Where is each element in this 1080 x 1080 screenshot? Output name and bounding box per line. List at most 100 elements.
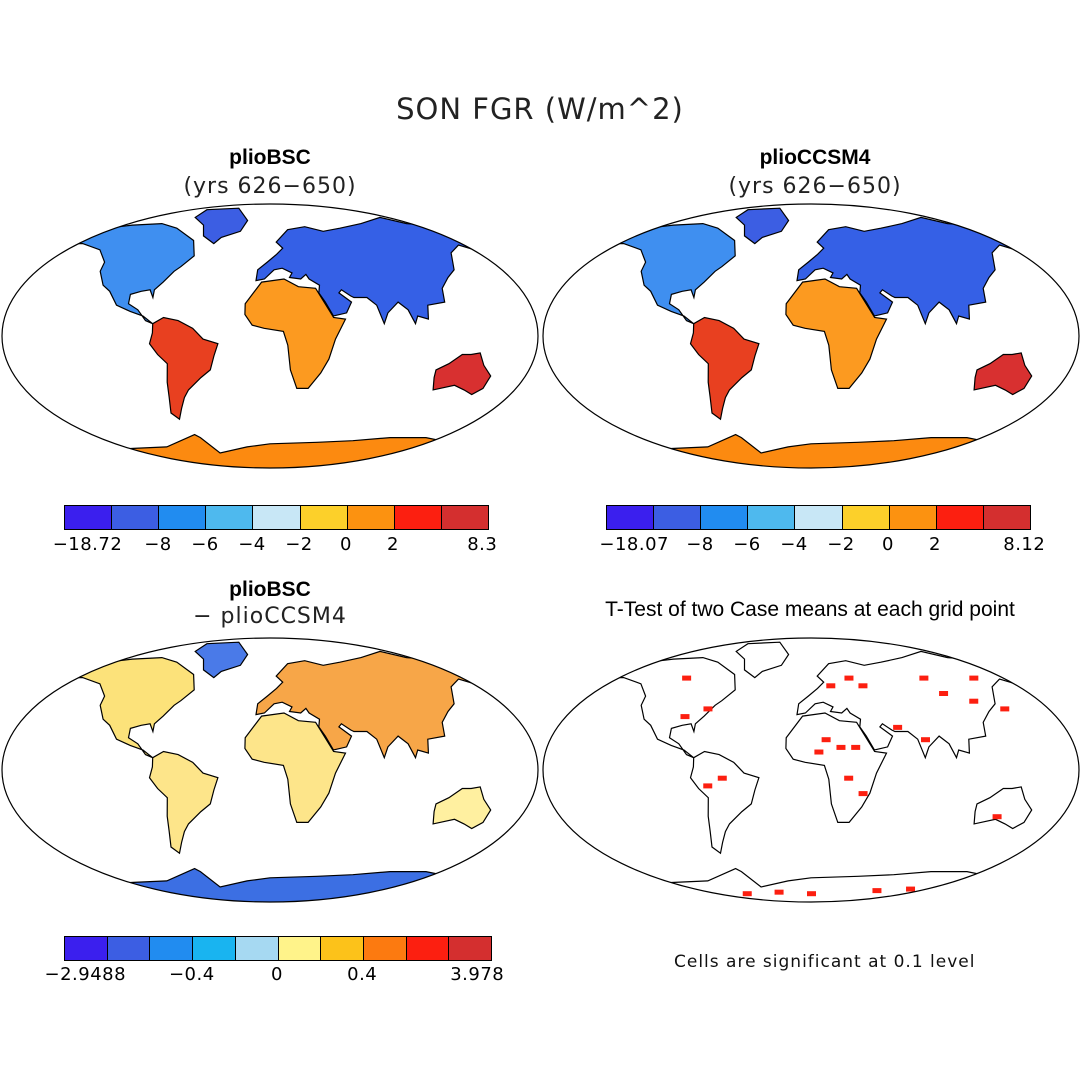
significant-cell xyxy=(969,698,979,704)
continent-samerica xyxy=(148,750,219,855)
colorbar-swatch xyxy=(65,937,108,960)
colorbar-tick-label: 0 xyxy=(340,534,352,555)
significant-cell xyxy=(807,891,816,897)
significant-cell xyxy=(992,814,1002,820)
continent-australia xyxy=(432,352,492,396)
map-frame xyxy=(1,637,539,903)
continent-australia xyxy=(973,352,1033,396)
colorbar-swatch xyxy=(300,506,348,529)
continent-greenland xyxy=(194,641,249,679)
colorbar-swatch xyxy=(107,937,151,960)
colorbar-swatch xyxy=(441,506,488,529)
colorbar-swatch xyxy=(449,937,492,960)
map-frame xyxy=(542,203,1080,469)
colorbar-tick-label: −18.72 xyxy=(52,534,123,555)
colorbar-swatch xyxy=(795,506,843,529)
colorbar-pliobsc xyxy=(64,505,489,530)
significant-cell xyxy=(836,744,846,750)
colorbar-swatch xyxy=(889,506,937,529)
continent-africa xyxy=(785,278,888,389)
continent-samerica xyxy=(689,750,760,855)
significant-cell xyxy=(676,888,686,894)
colorbar-swatch xyxy=(65,506,113,529)
map-2 xyxy=(542,203,1080,469)
map-1 xyxy=(1,203,539,469)
colorbar-tick-label: 2 xyxy=(929,534,941,555)
continent-africa xyxy=(244,712,347,823)
colorbar-tick-label: −6 xyxy=(733,534,761,555)
panel2-title: plioCCSM4 xyxy=(759,146,871,169)
colorbar-tick-label: −2 xyxy=(285,534,313,555)
colorbar-swatch xyxy=(701,506,749,529)
colorbar-swatch xyxy=(278,937,322,960)
significant-cell xyxy=(703,783,713,789)
colorbar-swatch xyxy=(983,506,1030,529)
colorbar-tick-label: −8 xyxy=(686,534,714,555)
significant-cell xyxy=(742,891,752,897)
colorbar-swatch xyxy=(112,506,160,529)
colorbar-tick-label: 0.4 xyxy=(347,964,378,985)
panel3-title: plioBSC xyxy=(229,578,311,601)
significant-cell xyxy=(939,691,949,696)
continent-namerica xyxy=(62,656,195,759)
colorbar-swatch xyxy=(206,506,254,529)
figure-title: SON FGR (W/m^2) xyxy=(396,92,684,126)
significant-cell xyxy=(844,775,854,781)
colorbar-tick-label: 0 xyxy=(882,534,894,555)
colorbar-swatch xyxy=(394,506,442,529)
significant-cell xyxy=(893,724,903,730)
colorbar-tick-label: −0.4 xyxy=(168,964,215,985)
panel1-title: plioBSC xyxy=(229,146,311,169)
significant-cell xyxy=(703,706,713,712)
colorbar-tick-label: −4 xyxy=(238,534,266,555)
colorbar-pliocc xyxy=(606,505,1031,530)
continent-samerica xyxy=(148,316,219,421)
continent-eurasia xyxy=(255,650,485,760)
significance-note: Cells are significant at 0.1 level xyxy=(674,952,976,972)
map-3 xyxy=(1,637,539,903)
significant-cell xyxy=(774,889,784,895)
significant-cell xyxy=(844,675,854,681)
colorbar-swatch xyxy=(842,506,890,529)
significant-cell xyxy=(821,737,831,743)
colorbar-swatch xyxy=(936,506,984,529)
colorbar-swatch xyxy=(193,937,236,960)
significant-cell xyxy=(613,667,623,673)
significant-cell xyxy=(906,886,916,892)
significant-cell xyxy=(1000,706,1010,712)
continent-namerica xyxy=(603,656,736,759)
continent-eurasia xyxy=(255,216,485,326)
significant-cell xyxy=(872,888,882,894)
colorbar-swatch xyxy=(159,506,207,529)
colorbar-tick-label: 3.978 xyxy=(450,964,505,985)
colorbar-tick-label: −4 xyxy=(780,534,808,555)
continent-greenland xyxy=(735,207,790,245)
colorbar-swatch xyxy=(363,937,407,960)
colorbar-tick-label: −2 xyxy=(827,534,855,555)
significant-cell xyxy=(826,683,836,689)
significant-cell xyxy=(851,744,861,750)
continent-samerica xyxy=(689,316,760,421)
colorbar-tick-label: 2 xyxy=(387,534,399,555)
colorbar-swatch xyxy=(654,506,702,529)
colorbar-swatch xyxy=(406,937,450,960)
colorbar-tick-label: −18.07 xyxy=(599,534,669,555)
significant-cell xyxy=(858,791,868,797)
panel4-title: T-Test of two Case means at each grid po… xyxy=(605,598,1015,621)
colorbar-swatch xyxy=(253,506,301,529)
continent-africa xyxy=(244,278,347,389)
significant-cell xyxy=(680,714,690,720)
panel2-subtitle: (yrs 626−650) xyxy=(728,174,902,199)
continent-eurasia xyxy=(796,216,1026,326)
colorbar-swatch xyxy=(607,506,655,529)
colorbar-swatch xyxy=(150,937,194,960)
colorbar-swatch xyxy=(347,506,395,529)
colorbar-pliobsc-labels: −18.72 −8 −6 −4 −2 0 2 8.3 xyxy=(53,534,497,558)
significant-cell xyxy=(814,749,824,755)
colorbar-swatch xyxy=(235,937,279,960)
continent-namerica xyxy=(603,222,736,325)
significant-cell xyxy=(920,737,930,743)
significant-cell xyxy=(919,675,929,681)
colorbar-swatch xyxy=(748,506,796,529)
